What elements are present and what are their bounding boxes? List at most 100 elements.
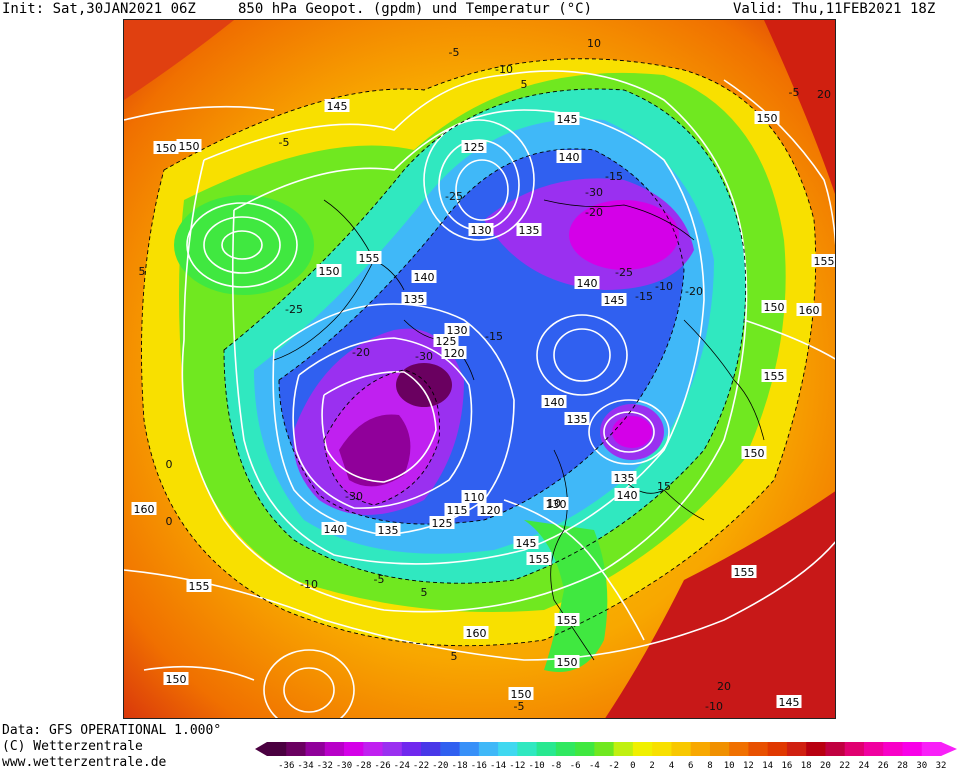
svg-text:150: 150 [757,112,778,125]
legend-arrow-left [255,742,267,756]
svg-text:150: 150 [166,673,187,686]
svg-text:130: 130 [447,324,468,337]
svg-text:150: 150 [179,140,200,153]
legend-tick-label: -28 [355,761,371,770]
legend-swatch [575,742,595,756]
temperature-label: -10 [705,700,723,713]
legend-swatch [305,742,326,756]
svg-text:110: 110 [464,491,485,504]
legend-tick-label: -36 [278,761,294,770]
legend-swatch [344,742,364,756]
geopotential-label: 160 [796,303,822,317]
svg-text:125: 125 [436,335,457,348]
legend-swatch [863,742,884,756]
legend-tick-label: -4 [589,761,600,770]
svg-text:140: 140 [324,523,345,536]
hot-region-northwest [124,20,234,100]
legend-swatch [555,742,576,756]
geopotential-label: 160 [131,502,157,516]
temperature-label: -10 [495,63,513,76]
svg-text:130: 130 [471,224,492,237]
geopotential-label: 140 [541,395,567,409]
temperature-label: -15 [485,330,503,343]
legend-arrow-right [941,742,957,756]
svg-text:150: 150 [319,265,340,278]
legend-tick-label: -8 [550,761,561,770]
temperature-label: -5 [374,573,385,586]
geopotential-label: 130 [444,323,470,337]
geopotential-label: 125 [429,516,455,530]
svg-text:145: 145 [779,696,800,709]
geopotential-label: 150 [761,300,787,314]
geopotential-label: 110 [461,490,487,504]
legend-tick-label: -10 [528,761,544,770]
temperature-label: 10 [587,37,601,50]
svg-text:115: 115 [447,504,468,517]
legend-tick-label: 12 [743,761,754,770]
coastlines [273,199,765,661]
temperature-label: -25 [285,303,303,316]
svg-text:140: 140 [414,271,435,284]
temperature-label: -5 [449,46,460,59]
svg-text:140: 140 [544,396,565,409]
geopotential-label: 135 [611,471,637,485]
geopotential-label: 135 [564,412,590,426]
legend-swatch [883,742,903,756]
legend-tick-label: -30 [336,761,352,770]
legend-swatch [632,742,653,756]
svg-text:155: 155 [734,566,755,579]
temperature-label: -20 [585,206,603,219]
temperature-label: 5 [139,265,146,278]
svg-text:140: 140 [577,277,598,290]
geopotential-label: 150 [554,655,580,669]
temperature-zone-minus34c [396,363,452,407]
geopotential-label: 160 [463,626,489,640]
legend-tick-label: -26 [374,761,390,770]
legend-swatch [806,742,826,756]
temperature-zone-pacific [174,195,314,295]
geopotential-label: 150 [153,141,179,155]
legend-tick-label: 18 [801,761,812,770]
data-source: Data: GFS OPERATIONAL 1.000° [2,723,222,738]
geopotential-label: 155 [811,254,835,268]
svg-text:155: 155 [189,580,210,593]
svg-text:160: 160 [466,627,487,640]
legend-swatch [709,742,730,756]
svg-text:145: 145 [327,100,348,113]
legend-swatch [324,742,345,756]
geopotential-label: 150 [741,446,767,460]
legend-tick-label: -24 [394,761,410,770]
legend-tick-label: -12 [509,761,525,770]
legend-swatch [652,742,672,756]
temperature-zone-minus32c-west [339,414,411,487]
legend-tick-label: 24 [859,761,870,770]
legend-swatch [671,742,692,756]
legend-tick-label: 30 [916,761,927,770]
geopotential-label: 150 [163,672,189,686]
legend-swatch [498,742,518,756]
hot-region-southeast [605,491,835,718]
legend-swatch [517,742,538,756]
hot-region-northeast [764,20,835,195]
temperature-label: -20 [352,346,370,359]
svg-text:140: 140 [559,151,580,164]
legend-swatch [594,742,615,756]
geopotential-label: 155 [554,613,580,627]
svg-text:135: 135 [519,224,540,237]
legend-tick-label: 26 [878,761,889,770]
temperature-label: -30 [585,186,603,199]
legend-swatch [363,742,384,756]
svg-text:150: 150 [744,447,765,460]
svg-text:150: 150 [764,301,785,314]
svg-text:135: 135 [567,413,588,426]
temperature-label: -15 [635,290,653,303]
geopotential-label: 155 [356,251,382,265]
legend-swatch [478,742,499,756]
init-time-label: Init: Sat,30JAN2021 06Z [2,1,196,17]
svg-text:140: 140 [617,489,638,502]
geopotential-label: 140 [574,276,600,290]
svg-text:155: 155 [359,252,380,265]
legend-swatch [844,742,865,756]
legend-tick-label: 28 [897,761,908,770]
